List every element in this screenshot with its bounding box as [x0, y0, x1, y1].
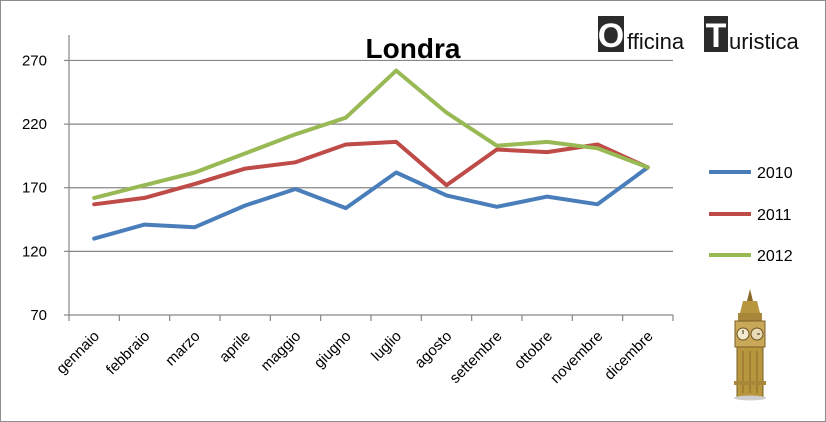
data-point-2011 — [596, 142, 599, 146]
data-point-2011 — [445, 183, 448, 187]
x-tick-label: giugno — [311, 328, 355, 372]
legend-label-2010: 2010 — [757, 165, 793, 182]
data-point-2011 — [92, 202, 96, 206]
data-point-2011 — [394, 140, 398, 144]
x-tick-label: marzo — [162, 328, 203, 369]
y-tick-label: 170 — [22, 180, 47, 197]
x-tick-label: novembre — [547, 328, 606, 387]
data-point-2011 — [344, 142, 348, 146]
data-point-2010 — [243, 204, 247, 208]
data-point-2010 — [495, 205, 499, 209]
logo-box-o — [598, 16, 624, 52]
x-tick-label: maggio — [258, 328, 305, 375]
data-point-2012 — [193, 170, 197, 174]
y-tick-label: 220 — [22, 116, 47, 133]
data-point-2010 — [344, 206, 348, 210]
x-tick-label: gennaio — [53, 328, 103, 378]
y-tick-label: 120 — [22, 243, 47, 260]
axes — [64, 35, 674, 321]
x-tick-label: settembre — [446, 328, 505, 387]
data-point-2012 — [294, 132, 297, 136]
data-point-2012 — [445, 111, 448, 115]
logo-letter-t: T — [706, 17, 727, 55]
data-point-2012 — [344, 116, 348, 120]
data-point-2010 — [545, 195, 549, 199]
series-lines — [92, 68, 650, 241]
x-tick-label: aprile — [216, 328, 254, 366]
x-tick-label: luglio — [368, 328, 405, 365]
data-point-2010 — [445, 193, 448, 197]
x-tick-label: febbraio — [103, 328, 153, 378]
data-point-2010 — [193, 225, 197, 229]
data-point-2012 — [394, 69, 398, 73]
data-point-2011 — [545, 150, 549, 154]
data-point-2010 — [92, 237, 96, 241]
big-ben-icon — [734, 289, 766, 401]
gridlines — [69, 59, 673, 252]
data-point-2012 — [495, 144, 499, 148]
x-tick-label: agosto — [411, 328, 455, 372]
data-point-2012 — [596, 146, 599, 150]
series-line-2010 — [92, 165, 650, 241]
series-line-2012 — [92, 68, 650, 200]
data-point-2010 — [394, 170, 398, 174]
logo-text-first: fficina — [627, 29, 685, 54]
y-tick-label: 270 — [22, 52, 47, 69]
data-point-2011 — [495, 148, 499, 152]
data-point-2012 — [143, 183, 146, 187]
brand-logo: O fficina T uristica — [598, 16, 799, 55]
data-point-2011 — [193, 182, 197, 186]
legend-label-2011: 2011 — [757, 207, 792, 224]
data-point-2010 — [143, 223, 146, 227]
x-tick-label: ottobre — [511, 328, 556, 373]
x-tick-labels: gennaio febbraio marzo aprile maggio giugno lu… — [53, 328, 656, 387]
logo-text-second: uristica — [729, 29, 799, 54]
logo-box-t — [704, 16, 728, 52]
data-point-2012 — [646, 165, 650, 169]
data-point-2012 — [545, 140, 549, 144]
data-point-2011 — [294, 160, 297, 164]
data-point-2012 — [92, 196, 96, 200]
logo-letter-o: O — [598, 17, 624, 55]
x-tick-label: dicembre — [601, 328, 657, 384]
data-point-2011 — [243, 167, 247, 171]
y-tick-label: 70 — [30, 307, 47, 324]
chart-title: Londra — [366, 33, 461, 64]
data-point-2011 — [143, 196, 146, 200]
legend-label-2012: 2012 — [757, 248, 793, 265]
y-tick-labels: 70 120 170 220 270 — [22, 52, 47, 324]
series-line-2011 — [92, 139, 650, 207]
data-point-2010 — [596, 202, 599, 206]
data-point-2012 — [243, 151, 247, 155]
data-point-2010 — [294, 187, 297, 191]
legend: 2010 2011 2012 — [709, 165, 793, 265]
